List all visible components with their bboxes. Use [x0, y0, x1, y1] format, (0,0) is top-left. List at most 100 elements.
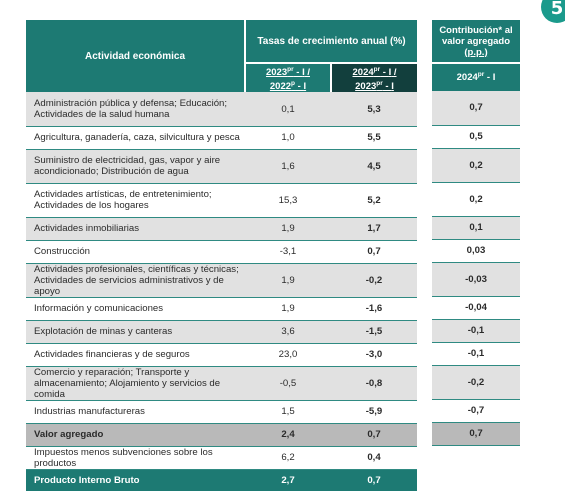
- growth-curr-value: 5,3: [331, 92, 418, 127]
- growth-curr-value: 5,5: [331, 126, 418, 150]
- contribution-row: 0,5: [432, 125, 520, 149]
- growth-prev-value: 1,6: [245, 149, 331, 184]
- activity-label: Agricultura, ganadería, caza, silvicultu…: [26, 126, 245, 150]
- activity-label: Información y comunicaciones: [26, 297, 245, 321]
- activity-label: Suministro de electricidad, gas, vapor y…: [26, 149, 245, 184]
- contribution-value: 0,7: [432, 91, 520, 126]
- growth-curr-value: 5,2: [331, 183, 418, 218]
- activity-label-line-2: Actividades de servicios administrativos…: [34, 274, 224, 297]
- activity-label: Administración pública y defensa; Educac…: [26, 92, 245, 127]
- activity-label-line-1: Explotación de minas y canteras: [34, 326, 173, 338]
- growth-curr-value: 1,7: [331, 217, 418, 241]
- value-added-label: Valor agregado: [26, 423, 245, 447]
- activity-label-line-1: Actividades financieras y de seguros: [34, 349, 190, 361]
- activity-label: Explotación de minas y canteras: [26, 320, 245, 344]
- contribution-row: 0,03: [432, 239, 520, 263]
- activity-label-line-1: Comercio y reparación; Transporte y: [34, 366, 190, 378]
- growth-curr-value: -0,2: [331, 263, 418, 298]
- contribution-value: -0,1: [432, 342, 520, 366]
- contribution-value: -0,2: [432, 365, 520, 400]
- contribution-row: 0,2: [432, 148, 520, 183]
- taxes-prev: 6,2: [245, 446, 331, 470]
- value-added-prev: 2,4: [245, 423, 331, 447]
- activity-label-line-1: Suministro de electricidad, gas, vapor y…: [34, 155, 221, 167]
- contribution-value: -0,04: [432, 296, 520, 320]
- gdp-prev: 2,7: [245, 469, 331, 492]
- activity-label-line-2: Actividades de la salud humana: [34, 109, 170, 121]
- growth-rates-table: Actividad económica Tasas de crecimiento…: [26, 20, 418, 492]
- contribution-value: -0,7: [432, 399, 520, 423]
- activity-label-line-1: Actividades profesionales, científicas y…: [34, 263, 239, 275]
- contribution-table: Contribución* al valor agregado (p.p.) 2…: [432, 20, 520, 446]
- activity-label-line-1: Construcción: [34, 246, 90, 258]
- table-row: Industrias manufactureras 1,5 -5,9: [26, 400, 418, 424]
- contribution-header: Contribución* al valor agregado (p.p.): [432, 20, 520, 64]
- activity-label-line-1: Información y comunicaciones: [34, 303, 164, 315]
- growth-curr-value: -1,6: [331, 297, 418, 321]
- activity-label: Actividades inmobiliarias: [26, 217, 245, 241]
- activity-column-header: Actividad económica: [26, 20, 246, 93]
- activity-label-line-2: acondicionado; Distribución de agua: [34, 166, 189, 178]
- gdp-row: Producto Interno Bruto 2,7 0,7: [26, 469, 418, 492]
- activity-label-line-1: Actividades inmobiliarias: [34, 223, 140, 235]
- growth-curr-value: -0,8: [331, 366, 418, 401]
- activity-label-line-1: Administración pública y defensa; Educac…: [34, 98, 228, 110]
- growth-rates-header: Tasas de crecimiento anual (%): [245, 20, 418, 64]
- contribution-row: -0,1: [432, 342, 520, 366]
- contribution-row: 0,1: [432, 216, 520, 240]
- growth-curr-value: -5,9: [331, 400, 418, 424]
- gdp-label: Producto Interno Bruto: [26, 469, 245, 492]
- contribution-value: 0,2: [432, 148, 520, 183]
- table-row: Agricultura, ganadería, caza, silvicultu…: [26, 126, 418, 150]
- contribution-period-header: 2024pr - I: [432, 63, 520, 91]
- contribution-value: 0,5: [432, 125, 520, 149]
- prev-period-header: 2023pr - I / 2022p - I: [245, 63, 332, 93]
- table-row: Explotación de minas y canteras 3,6 -1,5: [26, 320, 418, 344]
- table-row: Actividades financieras y de seguros 23,0…: [26, 343, 418, 367]
- activity-label-line-2: Actividades de los hogares: [34, 200, 149, 212]
- gdp-curr: 0,7: [331, 469, 418, 492]
- value-added-curr: 0,7: [331, 423, 418, 447]
- growth-prev-value: -3,1: [245, 240, 331, 264]
- growth-prev-value: 1,0: [245, 126, 331, 150]
- growth-prev-value: 1,9: [245, 217, 331, 241]
- curr-period-header: 2024pr - I / 2023pr - I: [331, 63, 418, 93]
- growth-curr-value: 4,5: [331, 149, 418, 184]
- activity-label: Actividades profesionales, científicas y…: [26, 263, 245, 298]
- growth-prev-value: 23,0: [245, 343, 331, 367]
- activity-label: Actividades artísticas, de entretenimien…: [26, 183, 245, 218]
- table-row: Construcción -3,1 0,7: [26, 240, 418, 264]
- activity-label: Industrias manufactureras: [26, 400, 245, 424]
- growth-curr-value: 0,7: [331, 240, 418, 264]
- growth-prev-value: 15,3: [245, 183, 331, 218]
- activity-label-line-2: almacenamiento; Alojamiento y servicios …: [34, 377, 221, 400]
- growth-prev-value: 1,5: [245, 400, 331, 424]
- contribution-row: -0,04: [432, 296, 520, 320]
- growth-prev-value: 0,1: [245, 92, 331, 127]
- activity-label: Comercio y reparación; Transporte y almac…: [26, 366, 245, 401]
- activity-label: Actividades financieras y de seguros: [26, 343, 245, 367]
- table-row: Actividades profesionales, científicas y…: [26, 263, 418, 298]
- contribution-value: -0,03: [432, 262, 520, 297]
- taxes-label: Impuestos menos subvenciones sobre los p…: [26, 446, 245, 470]
- table-row: Suministro de electricidad, gas, vapor y…: [26, 149, 418, 184]
- contribution-row: -0,1: [432, 319, 520, 343]
- contribution-value: 0,03: [432, 239, 520, 263]
- contribution-value: 0,2: [432, 182, 520, 217]
- value-added-contribution: 0,7: [432, 422, 520, 446]
- growth-prev-value: 3,6: [245, 320, 331, 344]
- taxes-row: Impuestos menos subvenciones sobre los p…: [26, 446, 418, 470]
- page-number-badge: 5: [541, 0, 565, 23]
- value-added-contribution-row: 0,7: [432, 422, 520, 446]
- table-row: Información y comunicaciones 1,9 -1,6: [26, 297, 418, 321]
- contribution-row: 0,2: [432, 182, 520, 217]
- activity-label: Construcción: [26, 240, 245, 264]
- growth-prev-value: 1,9: [245, 263, 331, 298]
- taxes-curr: 0,4: [331, 446, 418, 470]
- contribution-row: 0,7: [432, 91, 520, 126]
- activity-label-line-1: Industrias manufactureras: [34, 406, 145, 418]
- table-row: Actividades artísticas, de entretenimien…: [26, 183, 418, 218]
- contribution-value: 0,1: [432, 216, 520, 240]
- table-row: Administración pública y defensa; Educac…: [26, 92, 418, 127]
- contribution-row: -0,03: [432, 262, 520, 297]
